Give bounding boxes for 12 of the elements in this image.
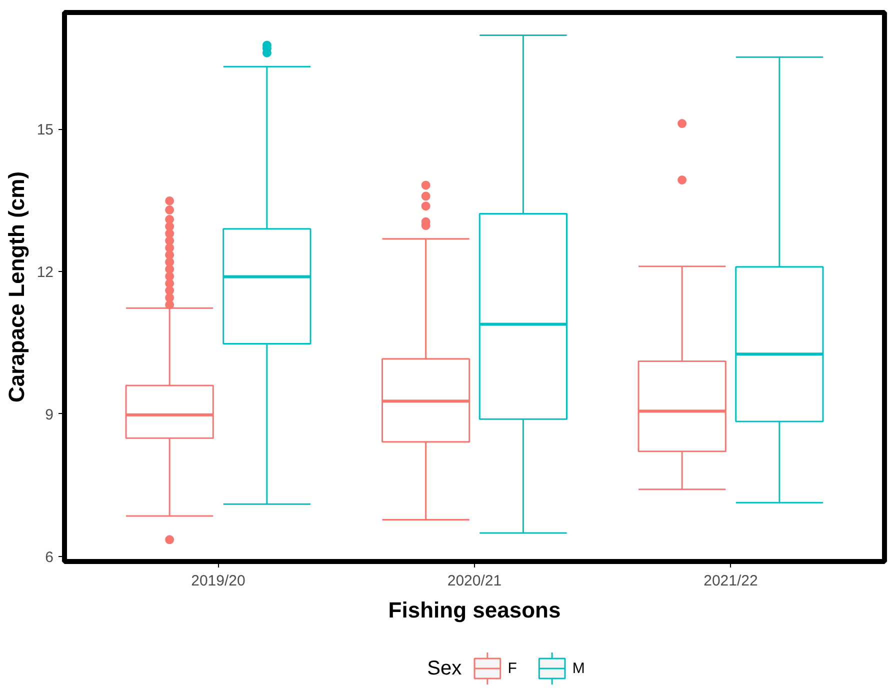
x-tick-label: 2021/22 xyxy=(704,572,758,590)
x-axis-title: Fishing seasons xyxy=(388,598,561,622)
y-tick-label: 6 xyxy=(45,548,54,566)
legend-label: M xyxy=(572,660,585,677)
y-tick-label: 12 xyxy=(36,264,54,282)
y-tick-label: 9 xyxy=(45,406,54,424)
legend-label: F xyxy=(508,660,517,677)
y-axis-title: Carapace Length (cm) xyxy=(4,171,29,403)
legend-title: Sex xyxy=(427,658,462,680)
y-tick-label: 15 xyxy=(36,122,54,139)
x-tick-label: 2019/20 xyxy=(191,572,246,590)
x-tick-label: 2020/21 xyxy=(447,572,502,590)
